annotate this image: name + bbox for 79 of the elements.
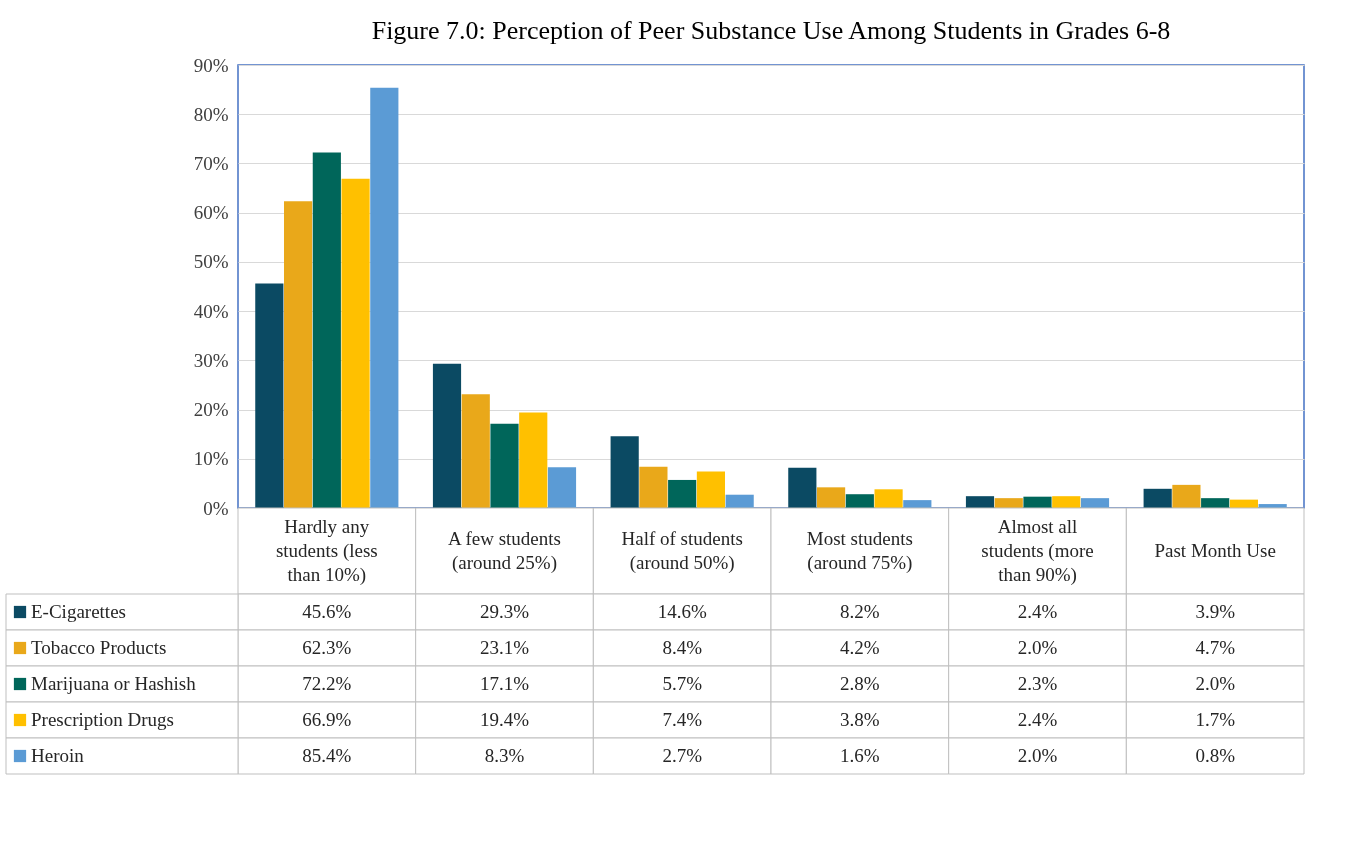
y-tick-label: 50% bbox=[193, 251, 229, 273]
bar bbox=[788, 467, 817, 508]
data-label: 1.6% bbox=[840, 745, 880, 766]
data-label: 17.1% bbox=[479, 673, 530, 694]
x-tick-label: A few students (around 25%) bbox=[448, 528, 561, 574]
data-label: 2.0% bbox=[1195, 673, 1236, 694]
bar bbox=[639, 466, 668, 508]
bar bbox=[432, 363, 462, 508]
data-label: 2.4% bbox=[1017, 709, 1058, 730]
x-tick-label: Hardly any students (less than 10%) bbox=[275, 516, 378, 586]
y-tick-label: 60% bbox=[193, 202, 229, 224]
data-label: 1.7% bbox=[1195, 709, 1236, 730]
bar bbox=[1172, 484, 1201, 508]
legend-label: Heroin bbox=[31, 745, 85, 766]
chart-title: Figure 7.0: Perception of Peer Substance Use Among Students in Grades 6-8 bbox=[371, 16, 1171, 45]
bar bbox=[547, 467, 577, 508]
legend-label: Tobacco Products bbox=[31, 637, 167, 658]
x-tick-label: Half of students (around 50%) bbox=[621, 528, 743, 574]
bar bbox=[668, 479, 697, 508]
data-label: 8.2% bbox=[840, 601, 880, 622]
y-tick-label: 80% bbox=[193, 103, 229, 125]
bar bbox=[1052, 496, 1081, 508]
legend-label: E-Cigarettes bbox=[31, 601, 126, 622]
bar bbox=[845, 494, 874, 508]
bar bbox=[965, 496, 995, 508]
bar bbox=[341, 178, 370, 508]
data-label: 29.3% bbox=[479, 601, 530, 622]
bar bbox=[1143, 488, 1172, 508]
y-tick-label: 30% bbox=[193, 349, 229, 371]
legend-label: Prescription Drugs bbox=[31, 709, 175, 730]
y-tick-label: 90% bbox=[193, 54, 229, 76]
data-label: 4.2% bbox=[840, 637, 880, 658]
bar bbox=[519, 412, 548, 508]
data-label: 3.8% bbox=[840, 709, 880, 730]
data-label: 3.9% bbox=[1195, 601, 1236, 622]
data-label: 62.3% bbox=[302, 637, 352, 658]
data-label: 0.8% bbox=[1195, 745, 1236, 766]
data-label: 2.4% bbox=[1017, 601, 1058, 622]
data-label: 2.7% bbox=[662, 745, 703, 766]
legend-label: Marijuana or Hashish bbox=[31, 673, 197, 694]
data-label: 7.4% bbox=[662, 709, 703, 730]
y-tick-label: 40% bbox=[193, 300, 229, 322]
bar bbox=[994, 498, 1023, 508]
data-label: 72.2% bbox=[302, 673, 352, 694]
bar bbox=[461, 394, 490, 508]
x-tick-label: Almost all students (more than 90%) bbox=[981, 516, 1094, 586]
y-tick-label: 0% bbox=[203, 497, 229, 519]
bar bbox=[696, 471, 725, 508]
data-label: 5.7% bbox=[662, 673, 703, 694]
data-label: 14.6% bbox=[657, 601, 707, 622]
bar bbox=[1080, 498, 1110, 508]
data-label: 4.7% bbox=[1195, 637, 1236, 658]
data-label: 2.3% bbox=[1017, 673, 1058, 694]
bar bbox=[1023, 496, 1052, 508]
data-label: 2.0% bbox=[1017, 637, 1058, 658]
y-tick-label: 70% bbox=[193, 152, 229, 174]
data-label: 8.4% bbox=[662, 637, 703, 658]
bar bbox=[725, 494, 754, 508]
data-label: 45.6% bbox=[302, 601, 352, 622]
bar bbox=[490, 423, 519, 508]
data-label: 2.0% bbox=[1017, 745, 1058, 766]
bar bbox=[312, 152, 341, 508]
x-tick-label: Most students (around 75%) bbox=[806, 528, 913, 574]
data-label: 8.3% bbox=[484, 745, 525, 766]
data-label: 19.4% bbox=[479, 709, 530, 730]
data-label: 66.9% bbox=[302, 709, 352, 730]
data-label: 23.1% bbox=[479, 637, 530, 658]
bar bbox=[370, 87, 399, 508]
y-tick-label: 20% bbox=[193, 399, 229, 421]
bar bbox=[874, 489, 903, 508]
bar bbox=[610, 436, 639, 508]
bar bbox=[255, 283, 284, 508]
bar bbox=[284, 201, 313, 508]
y-tick-label: 10% bbox=[193, 448, 229, 470]
bar bbox=[817, 487, 846, 508]
x-tick-label: Past Month Use bbox=[1154, 540, 1276, 561]
bar bbox=[1201, 498, 1230, 508]
data-label: 85.4% bbox=[302, 745, 352, 766]
data-label: 2.8% bbox=[840, 673, 880, 694]
